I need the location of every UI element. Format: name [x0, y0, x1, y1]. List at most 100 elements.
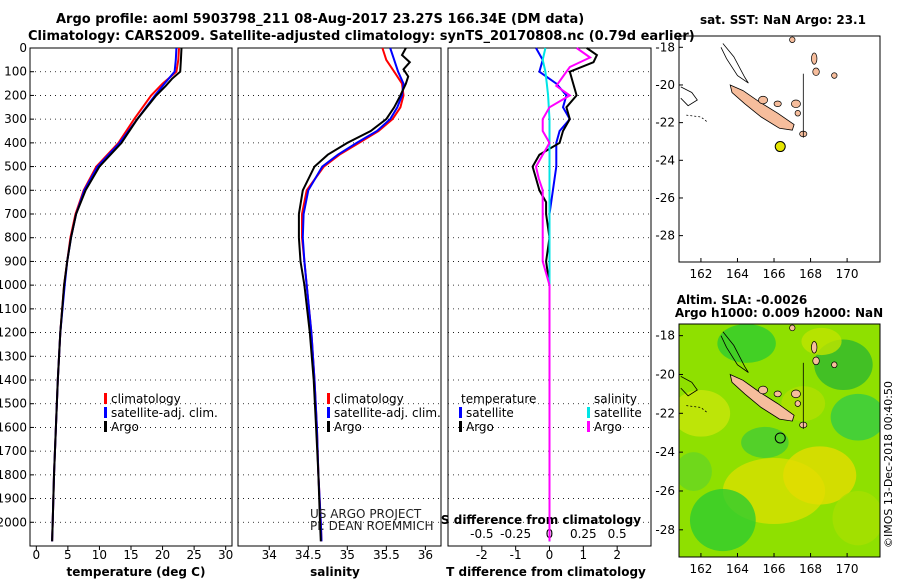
y-tick-label: 1300	[0, 349, 27, 363]
small-island	[791, 389, 801, 399]
top-axis-label: S difference from climatology	[441, 513, 641, 527]
y-tick-label: 1700	[0, 444, 27, 458]
y-tick-label: -20	[655, 78, 675, 92]
map-frame	[678, 323, 881, 558]
x-tick-label: 2	[613, 548, 621, 562]
x-tick-label: 1	[580, 548, 588, 562]
y-tick-label: 900	[4, 254, 27, 268]
series-satellite-adj-clim-	[51, 47, 178, 542]
legend-t-satellite-swatch	[459, 407, 462, 418]
x-tick-label: 170	[836, 562, 859, 576]
legend-climatology-label: climatology	[111, 392, 181, 406]
panel-map_sst: 162 164 166 168 170 -18 -20 -22 -24 -26 -28 sat. SS…	[655, 13, 881, 281]
small-island	[758, 95, 768, 105]
x-tick-label: 0	[32, 548, 40, 562]
reef-outline	[720, 43, 749, 84]
panel-difference: -2 -1 0 1 2 T difference from climatology S di…	[441, 47, 652, 579]
y-tick-label: -26	[655, 484, 675, 498]
island-new-caledonia	[729, 373, 795, 422]
small-island	[773, 100, 782, 107]
x-tick-label: 36	[418, 548, 433, 562]
sla-patch	[830, 393, 880, 441]
annotation-project: US ARGO PROJECT	[310, 507, 422, 521]
y-tick-label: 300	[4, 112, 27, 126]
legend-t-argo-swatch	[459, 421, 462, 432]
x-tick-label: 166	[763, 562, 786, 576]
small-island	[812, 356, 820, 366]
sla-patch	[679, 452, 712, 491]
island-new-caledonia	[729, 84, 795, 131]
legend-argo-label: Argo	[111, 420, 139, 434]
x-tick-label: 164	[726, 267, 749, 281]
x-tick-label: 168	[799, 562, 822, 576]
legend-argo-label: Argo	[334, 420, 362, 434]
small-island	[789, 36, 796, 43]
legend-satellite-swatch	[104, 407, 107, 418]
reef-outline	[680, 86, 698, 107]
y-tick-label: -24	[655, 445, 675, 459]
legend-argo-swatch	[327, 421, 330, 432]
map-area	[680, 36, 838, 138]
legend-climatology-label: climatology	[334, 392, 404, 406]
small-island	[831, 72, 838, 79]
panel-salinity: 34 34.5 35 35.5 36 salinity climatologysatelli…	[237, 47, 442, 579]
y-tick-label: -22	[655, 116, 675, 130]
legend-s-satellite-swatch	[587, 407, 590, 418]
sla-patch	[783, 446, 857, 505]
y-tick-label: 100	[4, 65, 27, 79]
x-tick-label: 168	[799, 267, 822, 281]
y-tick-label: 2000	[0, 515, 27, 529]
x-tick-label: 170	[836, 267, 859, 281]
legend-title-salinity: salinity	[594, 392, 637, 406]
y-tick-label: -28	[655, 229, 675, 243]
y-tick-label: -18	[655, 329, 675, 343]
x-tick-label: 15	[123, 548, 138, 562]
map-title: sat. SST: NaN Argo: 23.1	[700, 13, 866, 27]
series-t-satellite	[535, 47, 572, 542]
legend-satellite-swatch	[327, 407, 330, 418]
legend-satellite-label: satellite-adj. clim.	[111, 406, 218, 420]
sla-patch	[689, 489, 756, 552]
x-axis-label: temperature (deg C)	[67, 565, 206, 579]
float-marker	[774, 432, 786, 444]
x-tick-label: 35.5	[373, 548, 400, 562]
y-tick-label: 1600	[0, 420, 27, 434]
series-climatology	[51, 47, 180, 542]
top-x-tick-label: -0.25	[500, 527, 531, 541]
annotation-pi: PI: DEAN ROEMMICH	[310, 519, 433, 533]
series-argo	[297, 47, 412, 542]
header-line-2: Climatology: CARS2009. Satellite-adjuste…	[28, 29, 695, 44]
legend-climatology-swatch	[104, 393, 107, 404]
x-tick-label: 35	[340, 548, 355, 562]
sla-patch	[801, 327, 842, 356]
y-tick-label: -26	[655, 191, 675, 205]
legend-title-temperature: temperature	[461, 392, 536, 406]
reef-outline	[686, 114, 709, 123]
legend-s-argo-label: Argo	[594, 420, 622, 434]
small-island	[811, 341, 818, 354]
y-tick-label: 200	[4, 88, 27, 102]
y-tick-label: 1800	[0, 468, 27, 482]
header-line-1: Argo profile: aoml 5903798_211 08-Aug-20…	[56, 12, 585, 27]
small-island	[773, 390, 782, 398]
top-x-tick-label: 0.25	[570, 527, 597, 541]
y-tick-label: 1900	[0, 492, 27, 506]
y-tick-label: -28	[655, 523, 675, 537]
y-tick-label: 700	[4, 207, 27, 221]
x-tick-label: 25	[186, 548, 201, 562]
series-s-argo	[534, 47, 593, 542]
y-tick-label: 600	[4, 183, 27, 197]
y-tick-label: 1000	[0, 278, 27, 292]
legend-argo-swatch	[104, 421, 107, 432]
x-tick-label: 20	[155, 548, 170, 562]
top-x-tick-label: 0.5	[608, 527, 627, 541]
series-s-satellite	[541, 47, 551, 542]
legend-s-satellite-label: satellite	[594, 406, 642, 420]
panel-temperature: 0100200300400500600700800900100011001200…	[0, 41, 233, 579]
plot-frame	[237, 47, 442, 547]
small-island	[794, 110, 801, 117]
x-tick-label: 166	[763, 267, 786, 281]
x-tick-label: -2	[476, 548, 488, 562]
y-tick-label: 1100	[0, 302, 27, 316]
y-tick-label: -20	[655, 367, 675, 381]
